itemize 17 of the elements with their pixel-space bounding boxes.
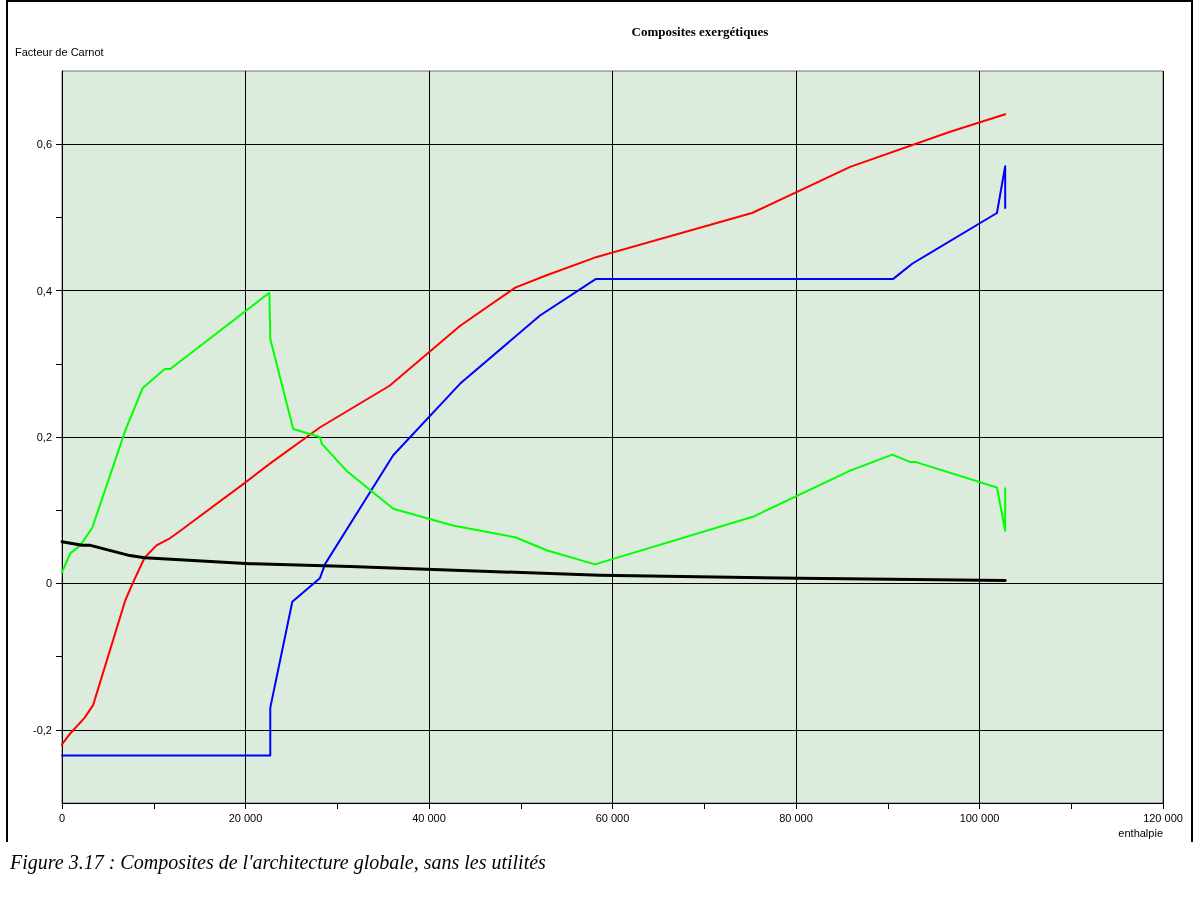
x-tick-label: 20 000 <box>228 811 263 824</box>
y-tick-label: 0 <box>45 577 52 590</box>
line-series <box>61 291 1007 574</box>
y-tick-label: 0,6 <box>36 138 52 151</box>
x-tick-label: 80 000 <box>779 811 813 824</box>
x-axis-title: enthalpie <box>1118 826 1163 839</box>
x-tick-label: 60 000 <box>595 811 630 824</box>
x-tick-label: 40 000 <box>412 811 446 824</box>
x-tick-label: 120 000 <box>1143 811 1183 824</box>
y-tick-label: 0,2 <box>36 431 52 443</box>
x-tick-label: 100 000 <box>959 811 1000 824</box>
caption: Figure 3.17 : Composites de l'architecture globale, sans les utilités <box>9 851 547 874</box>
y-tick-label: 0,4 <box>36 284 52 297</box>
y-tick-label: -0,2 <box>33 723 52 736</box>
x-tick-label: 0 <box>58 811 66 824</box>
y-axis-title: Facteur de Carnot <box>15 45 104 58</box>
chart-title: Composites exergétiques <box>631 24 769 39</box>
